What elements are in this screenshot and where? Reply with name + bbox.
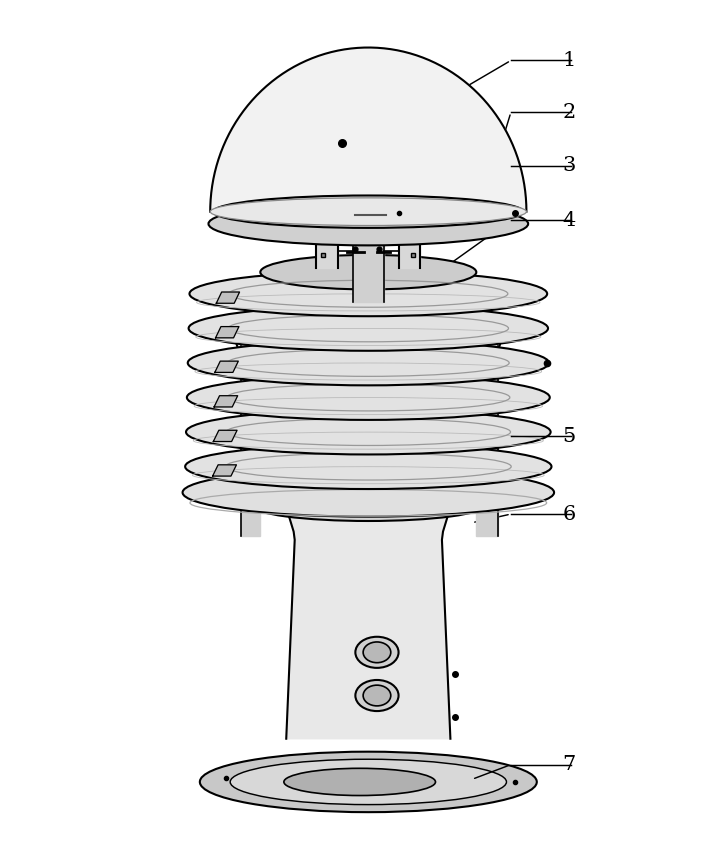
Polygon shape <box>241 346 261 536</box>
Text: 4: 4 <box>563 211 576 230</box>
Ellipse shape <box>189 306 548 351</box>
Ellipse shape <box>261 255 476 289</box>
Polygon shape <box>215 361 238 372</box>
Ellipse shape <box>252 490 485 521</box>
Ellipse shape <box>185 444 552 489</box>
Ellipse shape <box>355 680 398 711</box>
Polygon shape <box>215 327 239 338</box>
Ellipse shape <box>208 202 528 245</box>
Polygon shape <box>317 233 338 268</box>
Polygon shape <box>216 292 240 303</box>
Ellipse shape <box>210 198 526 226</box>
Text: 2: 2 <box>563 103 576 122</box>
Polygon shape <box>210 48 526 212</box>
Ellipse shape <box>183 468 554 517</box>
Polygon shape <box>476 346 498 536</box>
Ellipse shape <box>186 410 550 454</box>
Ellipse shape <box>355 637 398 668</box>
Ellipse shape <box>363 642 391 663</box>
Text: 3: 3 <box>563 156 576 175</box>
Ellipse shape <box>363 685 391 706</box>
Ellipse shape <box>230 759 507 804</box>
Polygon shape <box>214 396 237 407</box>
Polygon shape <box>353 225 384 302</box>
Polygon shape <box>213 465 237 476</box>
Text: 1: 1 <box>563 51 576 70</box>
Ellipse shape <box>213 195 523 228</box>
Ellipse shape <box>284 768 435 796</box>
Text: 6: 6 <box>563 505 576 524</box>
Polygon shape <box>234 337 502 739</box>
Ellipse shape <box>187 375 550 420</box>
Ellipse shape <box>269 213 467 245</box>
Ellipse shape <box>188 340 549 385</box>
Ellipse shape <box>234 318 502 356</box>
Polygon shape <box>213 430 237 442</box>
Ellipse shape <box>200 752 537 812</box>
Ellipse shape <box>189 271 547 316</box>
Polygon shape <box>398 233 420 268</box>
Text: 5: 5 <box>563 427 576 446</box>
Text: 7: 7 <box>563 755 576 774</box>
